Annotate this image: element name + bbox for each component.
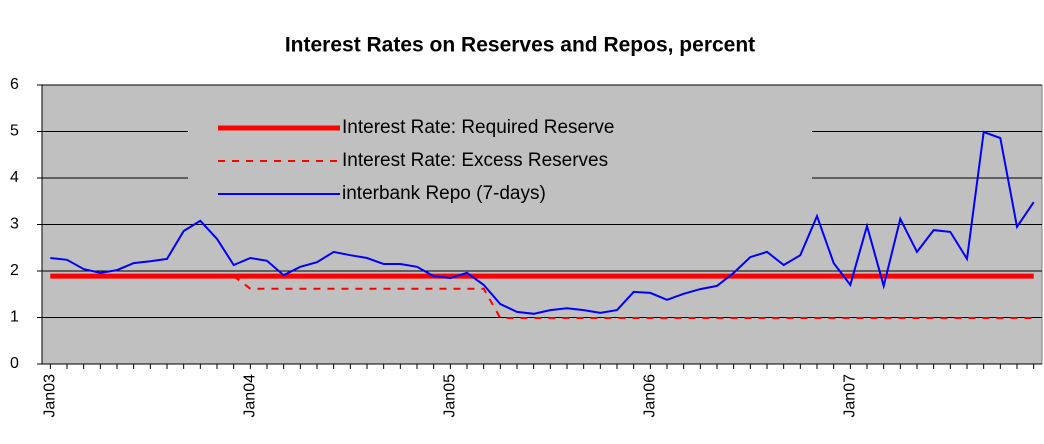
y-tick-label: 5 bbox=[10, 123, 19, 140]
chart-title: Interest Rates on Reserves and Repos, pe… bbox=[285, 34, 755, 57]
legend-label: Interest Rate: Excess Reserves bbox=[342, 150, 608, 171]
x-tick-label: Jan05 bbox=[442, 374, 459, 418]
y-tick-label: 2 bbox=[10, 262, 19, 279]
y-tick-label: 0 bbox=[10, 355, 19, 372]
legend-label: Interest Rate: Required Reserve bbox=[342, 117, 614, 138]
y-tick-label: 3 bbox=[10, 216, 19, 233]
legend-label: interbank Repo (7-days) bbox=[342, 183, 546, 204]
series-line bbox=[233, 275, 1034, 319]
series-line bbox=[50, 130, 1035, 315]
x-tick-label: Jan03 bbox=[42, 374, 59, 418]
x-tick-label: Jan06 bbox=[642, 374, 659, 418]
y-tick-label: 4 bbox=[10, 169, 19, 186]
y-tick-label: 6 bbox=[10, 76, 19, 93]
x-tick-label: Jan07 bbox=[842, 374, 859, 418]
x-tick-label: Jan04 bbox=[242, 374, 259, 418]
y-tick-label: 1 bbox=[10, 309, 19, 326]
